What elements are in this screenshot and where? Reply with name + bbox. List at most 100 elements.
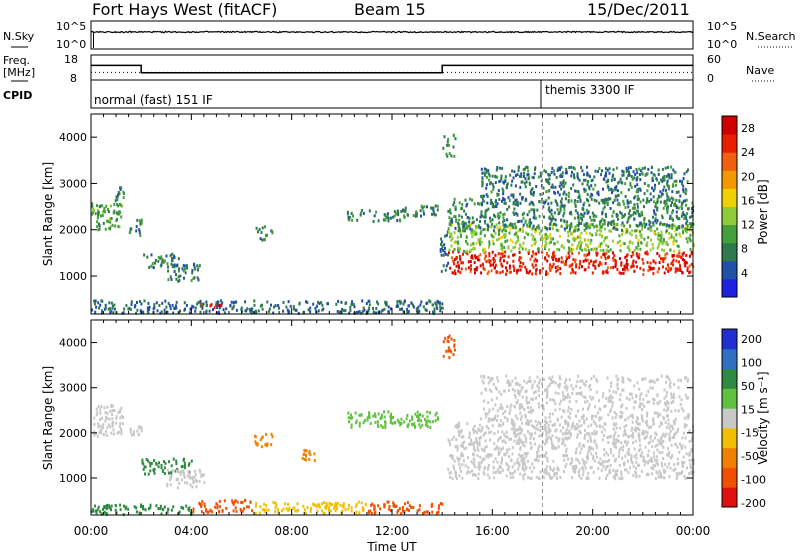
- data-cell: [96, 204, 98, 208]
- data-cell: [418, 309, 421, 313]
- data-cell: [323, 511, 326, 515]
- data-cell: [149, 503, 152, 507]
- data-cell: [135, 225, 138, 229]
- data-cell: [133, 305, 136, 309]
- data-cell: [620, 261, 623, 265]
- data-cell: [456, 446, 459, 450]
- data-cell: [457, 424, 460, 428]
- data-cell: [476, 431, 478, 435]
- data-cell: [510, 249, 513, 253]
- data-cell: [493, 225, 496, 229]
- data-cell: [590, 452, 593, 456]
- data-cell: [568, 240, 571, 244]
- data-cell: [635, 461, 638, 464]
- data-cell: [277, 510, 280, 514]
- data-cell: [206, 510, 209, 514]
- data-cell: [480, 210, 483, 214]
- data-cell: [420, 419, 422, 423]
- data-cell: [140, 221, 143, 225]
- data-cell: [125, 505, 128, 509]
- data-cell: [531, 227, 534, 231]
- data-cell: [629, 414, 632, 418]
- data-cell: [469, 197, 472, 201]
- data-cell: [583, 223, 586, 227]
- data-cell: [452, 464, 455, 468]
- data-cell: [639, 169, 642, 173]
- data-cell: [653, 209, 655, 213]
- data-cell: [475, 439, 478, 443]
- data-cell: [587, 173, 590, 177]
- data-cell: [535, 475, 538, 479]
- data-cell: [549, 234, 552, 238]
- data-cell: [258, 228, 261, 231]
- data-cell: [685, 230, 688, 234]
- data-cell: [513, 253, 516, 257]
- data-cell: [373, 511, 376, 515]
- data-cell: [484, 431, 487, 435]
- data-cell: [172, 457, 175, 461]
- data-cell: [636, 209, 639, 213]
- data-cell: [529, 476, 532, 480]
- data-cell: [602, 465, 605, 469]
- data-cell: [171, 469, 174, 472]
- data-cell: [690, 472, 693, 476]
- data-cell: [488, 243, 491, 246]
- data-cell: [649, 248, 652, 252]
- data-cell: [649, 379, 652, 383]
- data-cell: [527, 406, 529, 409]
- data-cell: [215, 303, 218, 307]
- data-cell: [425, 302, 428, 305]
- data-cell: [437, 506, 440, 510]
- data-cell: [426, 205, 428, 209]
- data-cell: [561, 244, 564, 248]
- data-cell: [218, 306, 221, 310]
- data-cell: [607, 441, 610, 444]
- data-cell: [120, 414, 123, 418]
- data-cell: [649, 434, 652, 438]
- data-cell: [508, 198, 511, 202]
- data-cell: [585, 243, 588, 247]
- data-cell: [503, 432, 506, 436]
- data-cell: [522, 262, 525, 265]
- data-cell: [681, 182, 683, 186]
- data-cell: [402, 310, 405, 314]
- data-cell: [688, 236, 691, 240]
- data-cell: [583, 421, 586, 425]
- data-cell: [678, 260, 680, 264]
- data-cell: [621, 221, 624, 225]
- data-cell: [504, 410, 507, 414]
- data-cell: [472, 452, 475, 456]
- data-cell: [110, 204, 112, 208]
- data-cell: [626, 440, 629, 444]
- data-cell: [580, 391, 583, 395]
- colorbar-tick-label: 16: [741, 194, 755, 207]
- data-cell: [635, 419, 638, 423]
- data-cell: [564, 465, 567, 469]
- data-cell: [597, 467, 600, 471]
- data-cell: [205, 300, 208, 304]
- data-cell: [473, 233, 476, 236]
- colorbar-swatch: [722, 408, 737, 429]
- data-cell: [531, 424, 534, 428]
- data-cell: [665, 391, 668, 395]
- data-cell: [687, 226, 690, 230]
- data-cell: [521, 212, 524, 216]
- data-cell: [106, 417, 109, 420]
- data-cell: [620, 180, 623, 184]
- data-cell: [448, 248, 451, 252]
- power-heatmap: [91, 115, 695, 316]
- data-cell: [556, 268, 559, 272]
- data-cell: [526, 401, 528, 405]
- data-cell: [565, 384, 568, 388]
- data-cell: [587, 223, 590, 227]
- data-cell: [121, 422, 124, 426]
- data-cell: [438, 504, 440, 508]
- data-cell: [648, 400, 651, 404]
- frequency-line: [91, 64, 693, 74]
- data-cell: [197, 300, 200, 304]
- data-cell: [627, 174, 630, 178]
- data-cell: [383, 307, 386, 311]
- data-cell: [525, 381, 528, 385]
- data-cell: [672, 468, 675, 472]
- data-cell: [690, 262, 693, 266]
